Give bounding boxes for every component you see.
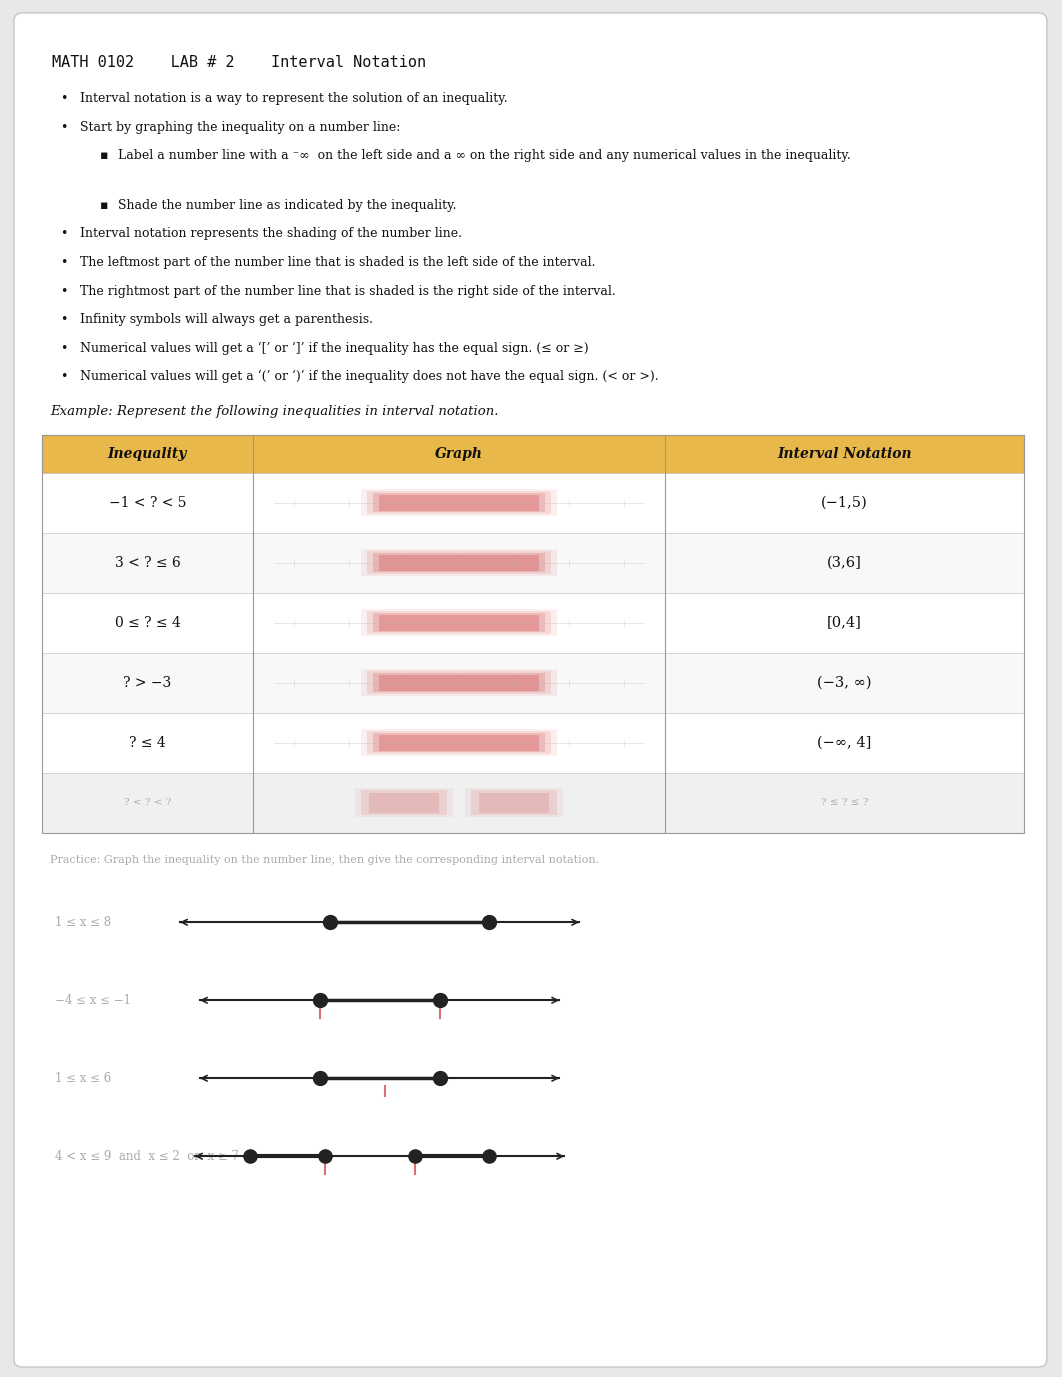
Bar	[379, 675, 539, 690]
Text: •: •	[59, 256, 67, 269]
Point	[431, 989, 448, 1011]
Text: 1 ≤ x ≤ 6: 1 ≤ x ≤ 6	[55, 1071, 112, 1085]
Point	[431, 1067, 448, 1089]
Point	[481, 1146, 498, 1168]
Point	[241, 1146, 258, 1168]
Text: •: •	[59, 341, 67, 354]
Text: •: •	[59, 121, 67, 134]
Point	[481, 912, 498, 934]
Bar	[361, 669, 558, 695]
Bar	[379, 614, 539, 631]
Bar	[374, 673, 545, 693]
Bar	[42, 533, 1024, 592]
Bar	[42, 435, 1024, 472]
Text: •: •	[59, 92, 67, 105]
Bar	[361, 609, 558, 636]
Text: (−3, ∞): (−3, ∞)	[818, 676, 872, 690]
Text: MATH 0102    LAB # 2    Interval Notation: MATH 0102 LAB # 2 Interval Notation	[52, 55, 426, 70]
Bar	[379, 734, 539, 750]
Bar	[379, 494, 539, 511]
Point	[406, 1146, 423, 1168]
Bar	[374, 493, 545, 512]
Text: Example: Represent the following inequalities in interval notation.: Example: Represent the following inequal…	[50, 405, 498, 417]
Text: 3 < ? ≤ 6: 3 < ? ≤ 6	[115, 555, 181, 570]
Text: (3,6]: (3,6]	[827, 555, 862, 570]
FancyBboxPatch shape	[14, 12, 1047, 1367]
Text: Inequality: Inequality	[108, 446, 187, 460]
Text: •: •	[59, 313, 67, 326]
Text: Interval Notation: Interval Notation	[777, 446, 912, 460]
Text: ? ≤ 4: ? ≤ 4	[130, 735, 166, 749]
Bar	[367, 551, 551, 574]
Bar	[465, 788, 563, 817]
Text: Label a number line with a ⁻∞  on the left side and a ∞ on the right side and an: Label a number line with a ⁻∞ on the lef…	[118, 149, 851, 162]
Text: ▪: ▪	[100, 200, 108, 212]
Bar	[374, 733, 545, 752]
Text: ? > −3: ? > −3	[123, 676, 172, 690]
Bar	[472, 790, 558, 815]
Bar	[367, 731, 551, 755]
Point	[311, 1067, 328, 1089]
Text: The leftmost part of the number line that is shaded is the left side of the inte: The leftmost part of the number line tha…	[80, 256, 596, 269]
Bar	[479, 793, 549, 812]
Bar	[370, 793, 440, 812]
Bar	[356, 788, 453, 817]
Text: ? ≤ ? ≤ ?: ? ≤ ? ≤ ?	[821, 799, 869, 807]
Text: ▪: ▪	[100, 149, 108, 162]
Text: −4 ≤ x ≤ −1: −4 ≤ x ≤ −1	[55, 994, 131, 1007]
Text: Graph: Graph	[435, 446, 483, 460]
Text: •: •	[59, 227, 67, 241]
Bar	[374, 613, 545, 632]
Bar	[367, 490, 551, 514]
Text: Shade the number line as indicated by the inequality.: Shade the number line as indicated by th…	[118, 200, 457, 212]
Text: Numerical values will get a ‘[’ or ‘]’ if the inequality has the equal sign. (≤ : Numerical values will get a ‘[’ or ‘]’ i…	[80, 341, 588, 355]
Text: Infinity symbols will always get a parenthesis.: Infinity symbols will always get a paren…	[80, 313, 373, 326]
Text: •: •	[59, 370, 67, 383]
Text: 4 < x ≤ 9  and  x ≤ 2  or  x ≥ 7: 4 < x ≤ 9 and x ≤ 2 or x ≥ 7	[55, 1150, 239, 1162]
Bar	[361, 790, 447, 815]
Text: The rightmost part of the number line that is shaded is the right side of the in: The rightmost part of the number line th…	[80, 285, 616, 297]
Bar	[42, 653, 1024, 712]
Text: −1 < ? < 5: −1 < ? < 5	[108, 496, 186, 509]
Bar	[42, 592, 1024, 653]
Bar	[42, 472, 1024, 533]
Bar	[379, 555, 539, 570]
Text: Interval notation is a way to represent the solution of an inequality.: Interval notation is a way to represent …	[80, 92, 508, 105]
Bar	[361, 489, 558, 516]
Bar	[361, 549, 558, 576]
Bar	[361, 728, 558, 756]
Bar	[42, 435, 1024, 833]
Text: Interval notation represents the shading of the number line.: Interval notation represents the shading…	[80, 227, 462, 241]
Text: Start by graphing the inequality on a number line:: Start by graphing the inequality on a nu…	[80, 121, 400, 134]
Bar	[367, 671, 551, 694]
Bar	[42, 772, 1024, 833]
Text: 1 ≤ x ≤ 8: 1 ≤ x ≤ 8	[55, 916, 112, 928]
Point	[321, 912, 338, 934]
Text: (−∞, 4]: (−∞, 4]	[818, 735, 872, 749]
Text: 0 ≤ ? ≤ 4: 0 ≤ ? ≤ 4	[115, 616, 181, 629]
Text: •: •	[59, 285, 67, 297]
Bar	[374, 552, 545, 573]
Text: [0,4]: [0,4]	[827, 616, 862, 629]
Text: ? < ? < ?: ? < ? < ?	[124, 799, 171, 807]
Text: (−1,5): (−1,5)	[821, 496, 868, 509]
Point	[311, 989, 328, 1011]
Bar	[42, 712, 1024, 772]
Text: Practice: Graph the inequality on the number line, then give the corresponding i: Practice: Graph the inequality on the nu…	[50, 855, 599, 865]
Text: Numerical values will get a ‘(’ or ‘)’ if the inequality does not have the equal: Numerical values will get a ‘(’ or ‘)’ i…	[80, 370, 658, 383]
Bar	[367, 611, 551, 633]
Point	[316, 1146, 333, 1168]
